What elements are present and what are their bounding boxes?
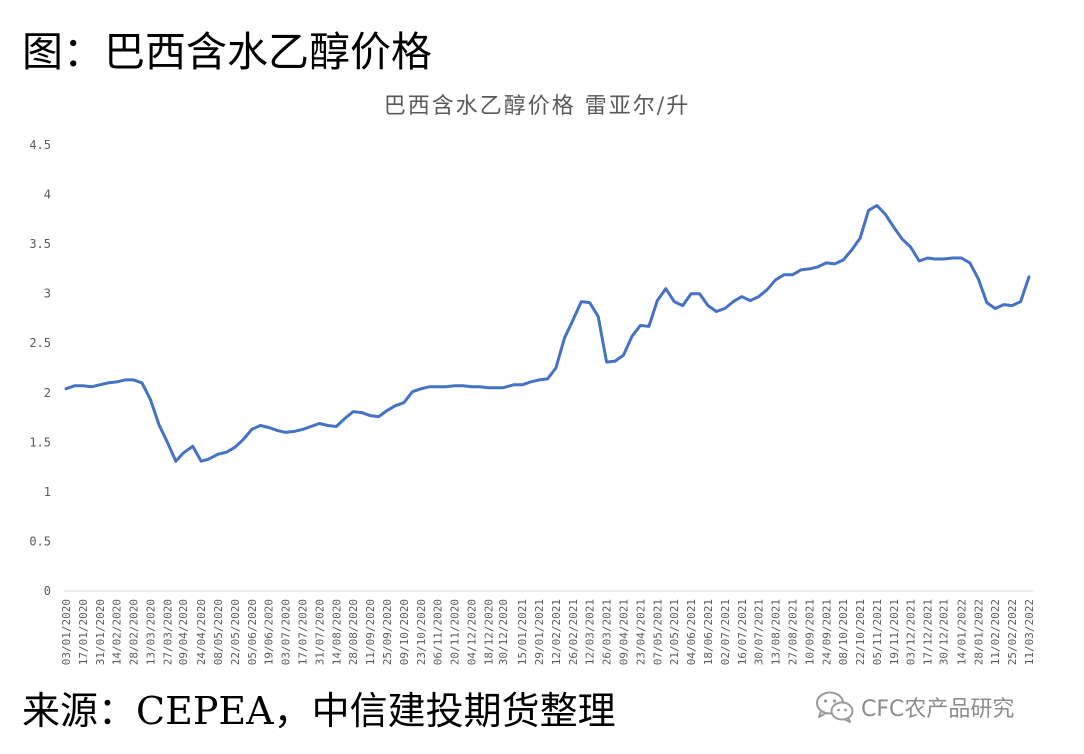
chart-title: 巴西含水乙醇价格 雷亚尔/升 [384,94,690,119]
x-tick-label: 19/11/2021 [888,599,901,665]
x-tick-label: 31/07/2020 [313,599,326,665]
y-tick-label: 0 [44,584,51,598]
x-tick-label: 09/10/2020 [398,599,411,665]
x-tick-label: 07/05/2021 [651,599,664,665]
x-tick-label: 14/02/2020 [111,599,124,665]
x-tick-label: 13/03/2020 [144,599,157,665]
x-tick-label: 23/04/2021 [634,599,647,665]
x-tick-label: 28/08/2020 [347,599,360,665]
watermark-text: CFC农产品研究 [861,697,1015,722]
x-tick-label: 22/10/2021 [854,599,867,665]
x-tick-label: 17/12/2021 [922,599,935,665]
x-tick-label: 08/10/2021 [837,599,850,665]
x-tick-label: 11/09/2020 [364,599,377,665]
y-tick-label: 4.5 [29,138,51,152]
x-tick-label: 06/11/2020 [432,599,445,665]
x-tick-label: 04/12/2020 [465,599,478,665]
x-tick-label: 12/02/2021 [550,599,563,665]
x-tick-label: 17/01/2020 [77,599,90,665]
x-tick-label: 30/12/2021 [937,599,950,665]
x-tick-label: 15/01/2021 [516,599,529,665]
x-tick-label: 30/07/2021 [753,599,766,665]
x-tick-label: 09/04/2021 [618,599,631,665]
x-tick-label: 12/03/2021 [584,599,597,665]
x-tick-label: 24/04/2020 [195,599,208,665]
y-tick-label: 4 [44,188,51,202]
x-tick-label: 28/01/2022 [972,599,985,665]
x-tick-label: 04/06/2021 [685,599,698,665]
x-tick-label: 03/12/2021 [905,599,918,665]
x-tick-label: 18/12/2020 [482,599,495,665]
page-heading: 图：巴西含水乙醇价格 [22,28,432,76]
x-tick-label: 26/02/2021 [567,599,580,665]
x-tick-label: 26/03/2021 [601,599,614,665]
y-tick-label: 1.5 [29,435,51,449]
x-tick-label: 11/03/2022 [1023,599,1036,665]
x-tick-label: 24/09/2021 [820,599,833,665]
x-tick-label: 22/05/2020 [229,599,242,665]
x-tick-label: 03/01/2020 [60,599,73,665]
x-tick-label: 13/08/2021 [770,599,783,665]
x-axis-ticks: 03/01/2020 17/01/2020 31/01/2020 14/02/2020… [60,599,1036,665]
x-tick-label: 08/05/2020 [212,599,225,665]
watermark: CFC农产品研究 [815,690,1014,724]
x-tick-label: 14/01/2022 [955,599,968,665]
source-note: 来源：CEPEA，中信建投期货整理 [22,689,616,733]
price-series-line [64,204,1031,463]
y-axis-ticks: 0 0.5 1 1.5 2 2.5 3 3.5 4 4.5 [29,138,51,598]
x-tick-label: 25/02/2022 [1006,599,1019,665]
y-tick-label: 0.5 [29,534,51,548]
x-tick-label: 29/01/2021 [533,599,546,665]
x-tick-label: 10/09/2021 [803,599,816,665]
x-tick-label: 27/03/2020 [161,599,174,665]
x-tick-label: 03/07/2020 [280,599,293,665]
y-tick-label: 2 [44,386,51,400]
y-tick-label: 3.5 [29,237,51,251]
x-tick-label: 17/07/2020 [297,599,310,665]
wechat-icon [816,691,854,723]
y-tick-label: 2.5 [29,336,51,350]
x-tick-label: 20/11/2020 [449,599,462,665]
x-tick-label: 14/08/2020 [330,599,343,665]
x-tick-label: 05/11/2021 [871,599,884,665]
x-tick-label: 30/12/2020 [497,599,510,665]
x-tick-label: 31/01/2020 [94,599,107,665]
x-tick-label: 23/10/2020 [415,599,428,665]
y-tick-label: 1 [44,485,51,499]
x-tick-label: 16/07/2021 [736,599,749,665]
y-tick-label: 3 [44,287,51,301]
x-tick-label: 18/06/2021 [702,599,715,665]
x-tick-label: 05/06/2020 [246,599,259,665]
x-tick-label: 02/07/2021 [719,599,732,665]
x-tick-label: 21/05/2021 [668,599,681,665]
x-tick-label: 09/04/2020 [177,599,190,665]
x-tick-label: 27/08/2021 [786,599,799,665]
x-tick-label: 11/02/2022 [989,599,1002,665]
x-tick-label: 19/06/2020 [263,599,276,665]
x-tick-label: 25/09/2020 [381,599,394,665]
x-tick-label: 28/02/2020 [128,599,141,665]
